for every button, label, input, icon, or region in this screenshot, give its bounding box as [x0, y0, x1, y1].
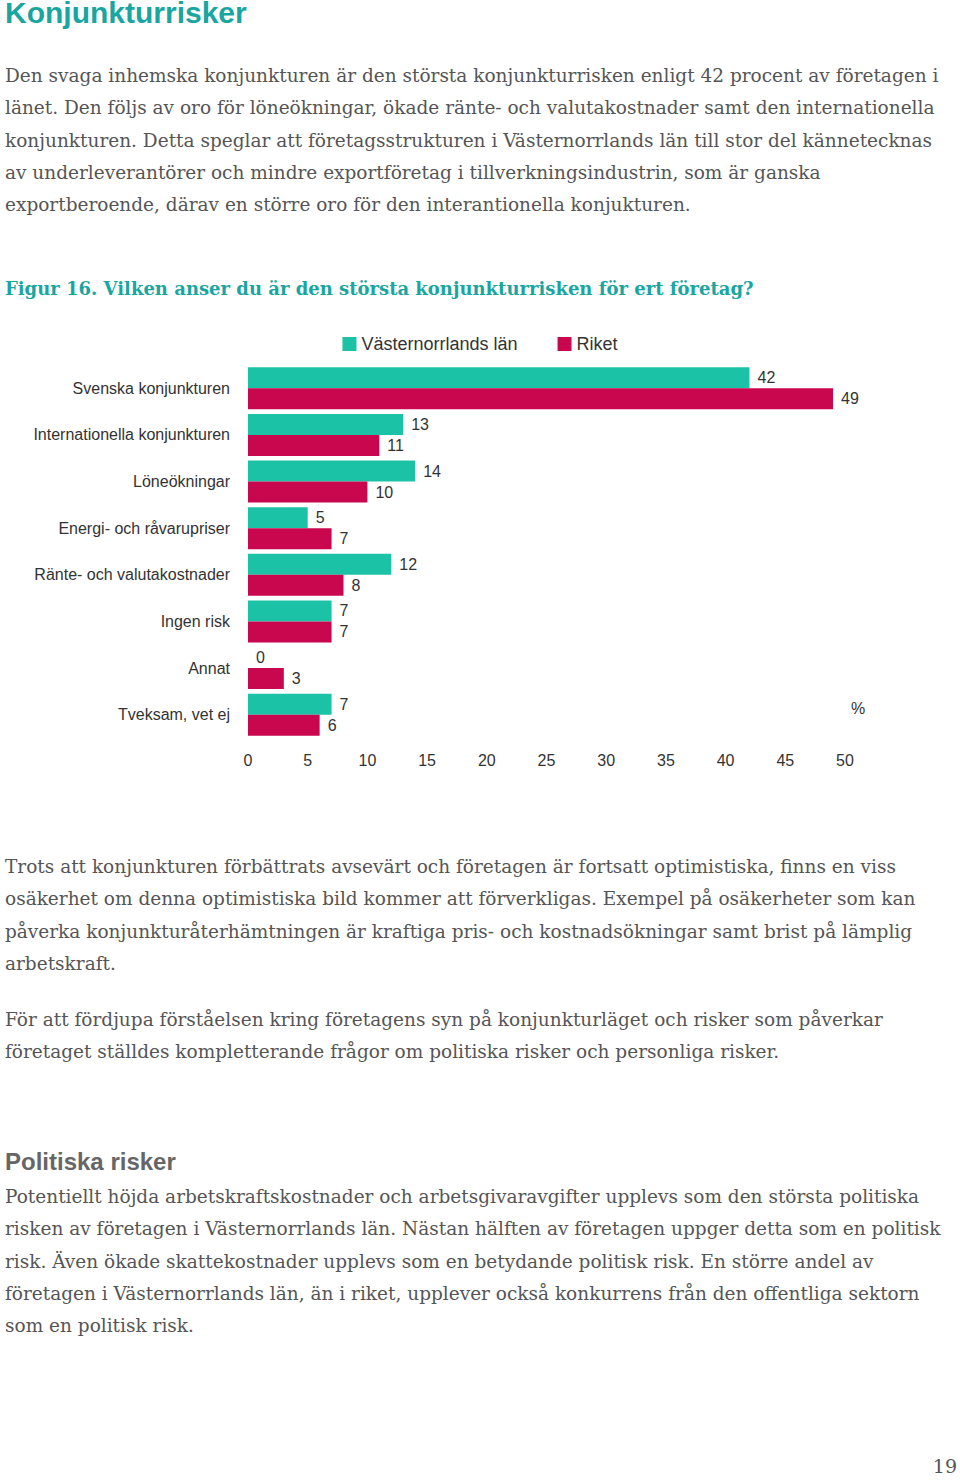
svg-text:7: 7: [340, 530, 349, 547]
svg-text:50: 50: [836, 752, 854, 769]
html-text:19: 19: [932, 1455, 957, 1477]
svg-text:49: 49: [841, 390, 859, 407]
svg-text:7: 7: [340, 623, 349, 640]
html-text:Figur 16. Vilken anser du är d: Figur 16. Vilken anser du är den största…: [5, 278, 754, 299]
svg-text:5: 5: [316, 509, 325, 526]
svg-text:7: 7: [340, 602, 349, 619]
svg-text:40: 40: [717, 752, 735, 769]
svg-text:Tveksam, vet ej: Tveksam, vet ej: [118, 706, 230, 723]
svg-text:14: 14: [423, 463, 441, 480]
svg-text:Energi- och råvarupriser: Energi- och råvarupriser: [58, 520, 230, 537]
svg-text:Riket: Riket: [577, 334, 618, 354]
svg-text:5: 5: [303, 752, 312, 769]
svg-text:Internationella konjunkturen: Internationella konjunkturen: [33, 426, 230, 443]
svg-text:%: %: [851, 700, 865, 717]
html-text:Den svaga inhemska konjunkture: Den svaga inhemska konjunkturen är den s…: [5, 65, 939, 216]
svg-text:6: 6: [328, 717, 337, 734]
svg-text:35: 35: [657, 752, 675, 769]
svg-text:Annat: Annat: [188, 660, 230, 677]
svg-text:3: 3: [292, 670, 301, 687]
svg-text:Västernorrlands län: Västernorrlands län: [361, 334, 517, 354]
svg-text:10: 10: [375, 484, 393, 501]
html-text:För att fördjupa förståelsen k: För att fördjupa förståelsen kring föret…: [5, 1009, 883, 1063]
svg-text:15: 15: [418, 752, 436, 769]
svg-text:45: 45: [776, 752, 794, 769]
html-text:Potentiellt höjda arbetskrafts: Potentiellt höjda arbetskraftskostnader …: [5, 1186, 941, 1337]
svg-text:Svenska konjunkturen: Svenska konjunkturen: [73, 380, 230, 397]
svg-text:30: 30: [597, 752, 615, 769]
svg-text:20: 20: [478, 752, 496, 769]
svg-text:42: 42: [757, 369, 775, 386]
html-text:Politiska risker: Politiska risker: [5, 1148, 176, 1175]
svg-text:Löneökningar: Löneökningar: [133, 473, 231, 490]
svg-text:7: 7: [340, 696, 349, 713]
svg-text:0: 0: [256, 649, 265, 666]
html-text:Trots att konjunkturen förbätt: Trots att konjunkturen förbättrats avsev…: [5, 856, 916, 974]
svg-text:10: 10: [359, 752, 377, 769]
svg-text:13: 13: [411, 416, 429, 433]
svg-text:12: 12: [399, 556, 417, 573]
svg-text:8: 8: [352, 577, 361, 594]
svg-text:Ränte- och valutakostnader: Ränte- och valutakostnader: [34, 566, 230, 583]
svg-text:0: 0: [244, 752, 253, 769]
svg-text:11: 11: [387, 437, 404, 454]
svg-text:Ingen risk: Ingen risk: [161, 613, 231, 630]
svg-text:25: 25: [538, 752, 556, 769]
